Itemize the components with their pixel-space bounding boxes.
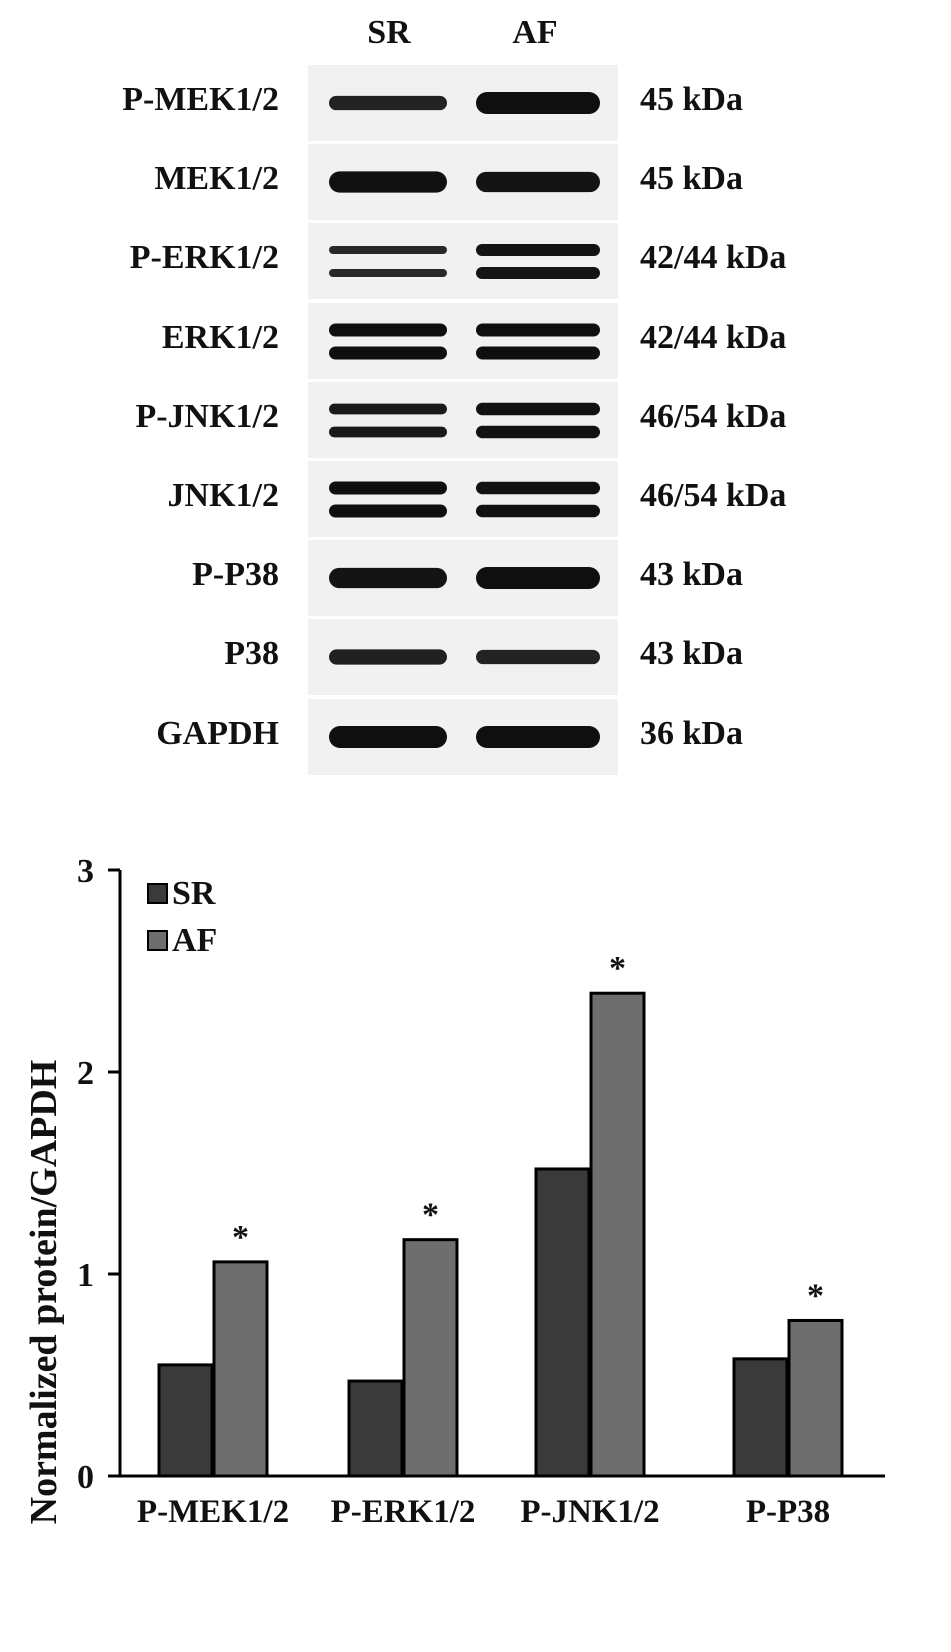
blot-strip — [308, 381, 618, 458]
blot-band-sr — [329, 95, 447, 111]
bar-sr-2 — [534, 1167, 591, 1478]
blot-band-af — [476, 267, 600, 280]
blot-strip — [308, 65, 618, 141]
blot-strip-background — [308, 223, 618, 300]
legend-swatch-sr — [147, 883, 168, 904]
bar-chart: * * * * P-MEK1/2 P-ERK1/2 P-JNK1/2 P-P38 0 1 2 3 N… — [23, 853, 885, 1530]
blot-row-size: 46/54 kDa — [640, 477, 787, 514]
significance-marker: * — [609, 950, 626, 987]
bar-af-1 — [402, 1238, 459, 1478]
legend-swatch-af — [147, 930, 168, 951]
blot-band-sr — [329, 649, 447, 665]
blot-row-size: 43 kDa — [640, 556, 743, 594]
x-tick-label: P-ERK1/2 — [331, 1494, 476, 1530]
significance-marker: * — [232, 1219, 249, 1256]
axes: P-MEK1/2 P-ERK1/2 P-JNK1/2 P-P38 0 1 2 3 — [77, 853, 885, 1530]
blot-strip — [308, 698, 618, 775]
blot-row-label: ERK1/2 — [161, 318, 279, 356]
blot-band-sr — [329, 269, 447, 278]
blot-strip-background — [308, 381, 618, 458]
x-tick-label: P-MEK1/2 — [137, 1494, 289, 1530]
blot-strip — [308, 619, 618, 696]
blot-strip — [308, 144, 618, 221]
blot-band-af — [476, 172, 600, 193]
blot-band-af — [476, 725, 600, 748]
blot-band-sr — [329, 346, 447, 360]
blot-strip-background — [308, 302, 618, 379]
bar-af-2 — [589, 991, 646, 1478]
bar-sr-3 — [732, 1357, 789, 1478]
significance-marker: * — [807, 1277, 824, 1314]
blot-band-af — [476, 567, 600, 590]
blot-band-sr — [329, 323, 447, 337]
blot-band-sr — [329, 481, 447, 495]
bar-sr-1 — [347, 1379, 404, 1478]
blot-row-size: 42/44 kDa — [640, 239, 787, 277]
blot-band-af — [476, 346, 600, 360]
blot-row-label: P-P38 — [192, 556, 279, 594]
blot-band-sr — [329, 725, 447, 748]
legend: SR AF — [147, 875, 217, 959]
blot-band-sr — [329, 246, 447, 255]
blot-band-sr — [329, 568, 447, 589]
blot-band-af — [476, 650, 600, 665]
bar-af-3 — [787, 1318, 844, 1478]
blot-row-size: 45 kDa — [640, 81, 743, 118]
bar-af-0 — [212, 1260, 269, 1478]
blot-strip — [308, 223, 618, 300]
blot-row-label: P-ERK1/2 — [129, 239, 279, 277]
bar-sr-0 — [157, 1363, 214, 1478]
y-tick-label: 2 — [77, 1055, 94, 1092]
x-tick-label: P-P38 — [746, 1494, 830, 1530]
blot-band-sr — [329, 504, 447, 518]
blot-band-af — [476, 481, 600, 495]
lane-header-af: AF — [512, 14, 558, 51]
y-tick-label: 0 — [77, 1459, 94, 1496]
blot-strip-background — [308, 461, 618, 537]
blot-row-size: 36 kDa — [640, 714, 743, 752]
significance-marker: * — [422, 1197, 439, 1234]
western-blot-panel: SR AF P-MEK1/2 45 kDa MEK1/2 45 kDa P-ERK1/2… — [0, 0, 951, 820]
y-tick-label: 3 — [77, 853, 94, 890]
lane-header-sr: SR — [367, 14, 411, 51]
blot-band-af — [476, 92, 600, 114]
y-tick-label: 1 — [77, 1257, 94, 1294]
blot-row-size: 42/44 kDa — [640, 318, 787, 356]
blot-band-af — [476, 504, 600, 518]
blot-band-af — [476, 323, 600, 337]
blot-row-label: P-JNK1/2 — [135, 397, 279, 435]
blot-band-sr — [329, 403, 447, 415]
bars: * * * * — [157, 950, 844, 1478]
blot-band-af — [476, 425, 600, 439]
legend-label-sr: SR — [172, 875, 216, 912]
blot-row-size: 43 kDa — [640, 635, 743, 673]
x-tick-label: P-JNK1/2 — [520, 1494, 659, 1530]
blot-row-label: P38 — [224, 635, 279, 673]
legend-label-af: AF — [172, 922, 217, 959]
y-axis-label: Normalized protein/GAPDH — [23, 1060, 65, 1525]
blot-strip — [308, 461, 618, 537]
blot-row-label: MEK1/2 — [154, 160, 279, 198]
blot-band-af — [476, 402, 600, 416]
blot-row-size: 46/54 kDa — [640, 397, 787, 435]
blot-row-label: JNK1/2 — [167, 477, 279, 514]
blot-row-label: GAPDH — [156, 714, 279, 752]
blot-band-sr — [329, 171, 447, 193]
blot-band-af — [476, 244, 600, 257]
blot-row-label: P-MEK1/2 — [122, 81, 279, 118]
blot-strip — [308, 540, 618, 617]
blot-row-size: 45 kDa — [640, 160, 743, 198]
blot-strip — [308, 302, 618, 379]
bar-chart-panel: * * * * P-MEK1/2 P-ERK1/2 P-JNK1/2 P-P38 0 1 2 3 N… — [0, 820, 951, 1647]
blot-band-sr — [329, 426, 447, 438]
